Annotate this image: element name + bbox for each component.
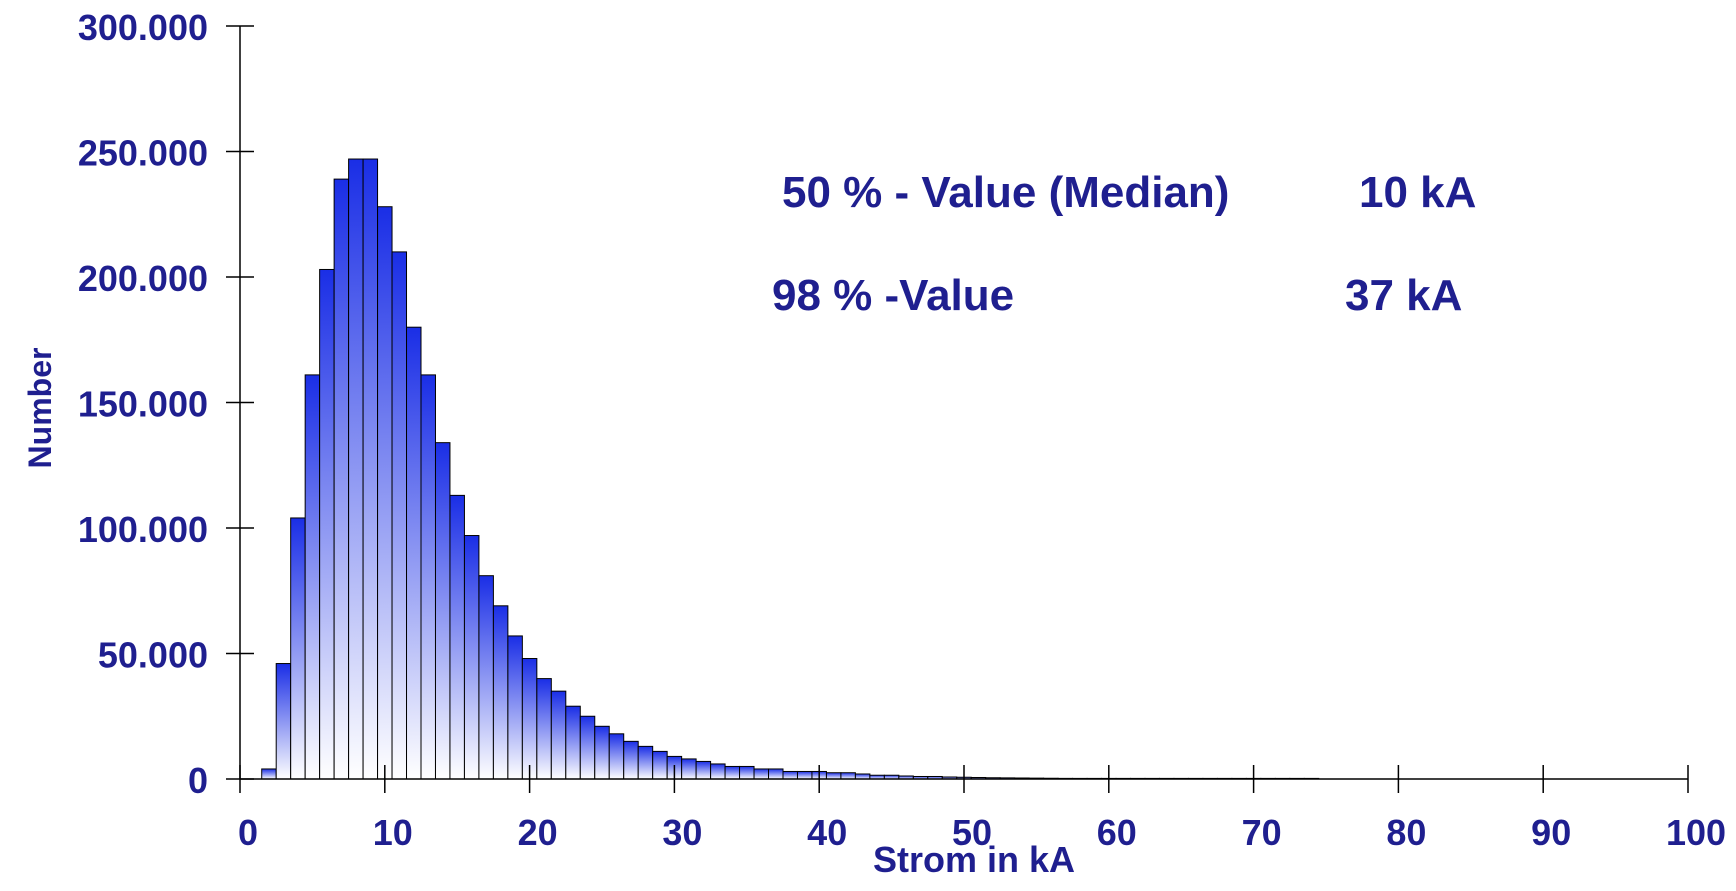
histogram-bar (840, 772, 856, 780)
histogram-bar (449, 494, 465, 780)
histogram-bar (753, 768, 770, 780)
histogram-bar (290, 517, 306, 780)
x-tick-label: 80 (1386, 812, 1426, 853)
histogram-bar (623, 740, 639, 780)
x-tick-label: 90 (1531, 812, 1571, 853)
x-tick-label: 0 (238, 812, 258, 853)
histogram-bar (333, 178, 350, 780)
histogram-bar (420, 374, 436, 780)
histogram-bar (492, 605, 509, 780)
histogram-bar (319, 268, 335, 780)
x-tick-label: 70 (1242, 812, 1282, 853)
histogram-bar (536, 678, 552, 780)
histogram-bar (782, 770, 798, 780)
annotation-median-value: 10 kA (1359, 168, 1476, 217)
histogram-bar (434, 442, 451, 780)
histogram-bar (377, 206, 393, 780)
axes (226, 25, 1689, 793)
histogram-bar (406, 326, 422, 780)
annotation-median-label: 50 % - Value (Median) (782, 168, 1229, 217)
tick-labels: 0 50.000 100.000 150.000 200.000 250.000 300.0… (78, 7, 1726, 853)
histogram-bar (825, 772, 842, 780)
y-tick-label: 50.000 (98, 635, 208, 676)
x-tick-label: 40 (807, 812, 847, 853)
histogram-bar (565, 705, 581, 780)
histogram-bar (521, 658, 538, 780)
x-tick-label: 60 (1097, 812, 1137, 853)
y-tick-label: 100.000 (78, 509, 208, 550)
y-tick-label: 0 (188, 760, 208, 801)
histogram-bar (463, 535, 480, 780)
histogram-bar (348, 158, 364, 780)
histogram-bar (478, 575, 494, 780)
histogram-bar (739, 765, 755, 780)
histogram-bar (652, 750, 668, 780)
annotation-98-label: 98 % -Value (772, 271, 1014, 320)
x-tick-label: 50 (952, 812, 992, 853)
x-tick-label: 20 (518, 812, 558, 853)
histogram-bar (724, 765, 741, 780)
histogram-bar (391, 251, 408, 780)
y-tick-label: 200.000 (78, 258, 208, 299)
histogram-bar (261, 768, 277, 780)
y-tick-label: 300.000 (78, 7, 208, 48)
histogram-bar (768, 768, 784, 780)
histogram-bar (304, 374, 321, 780)
histogram-bar (637, 745, 654, 780)
histogram-bar (695, 760, 712, 780)
x-tick-label: 100 (1666, 812, 1726, 853)
histogram-bar (681, 758, 697, 780)
y-tick-label: 250.000 (78, 133, 208, 174)
bars (261, 158, 1320, 780)
x-tick-label: 10 (373, 812, 413, 853)
histogram-bar (710, 763, 726, 780)
histogram-bar (579, 715, 596, 780)
y-axis-label: Number (22, 348, 58, 469)
histogram-bar (550, 690, 567, 780)
histogram-bar (796, 770, 813, 780)
y-tick-label: 150.000 (78, 384, 208, 425)
x-axis-label: Strom in kA (873, 839, 1075, 880)
histogram-bar (608, 733, 625, 780)
annotation-98-value: 37 kA (1345, 271, 1462, 320)
histogram-bar (507, 635, 523, 780)
histogram-bar (854, 773, 871, 780)
histogram-bar (362, 158, 379, 780)
x-tick-label: 30 (662, 812, 702, 853)
histogram-bar (594, 725, 610, 780)
histogram-bar (275, 663, 292, 780)
